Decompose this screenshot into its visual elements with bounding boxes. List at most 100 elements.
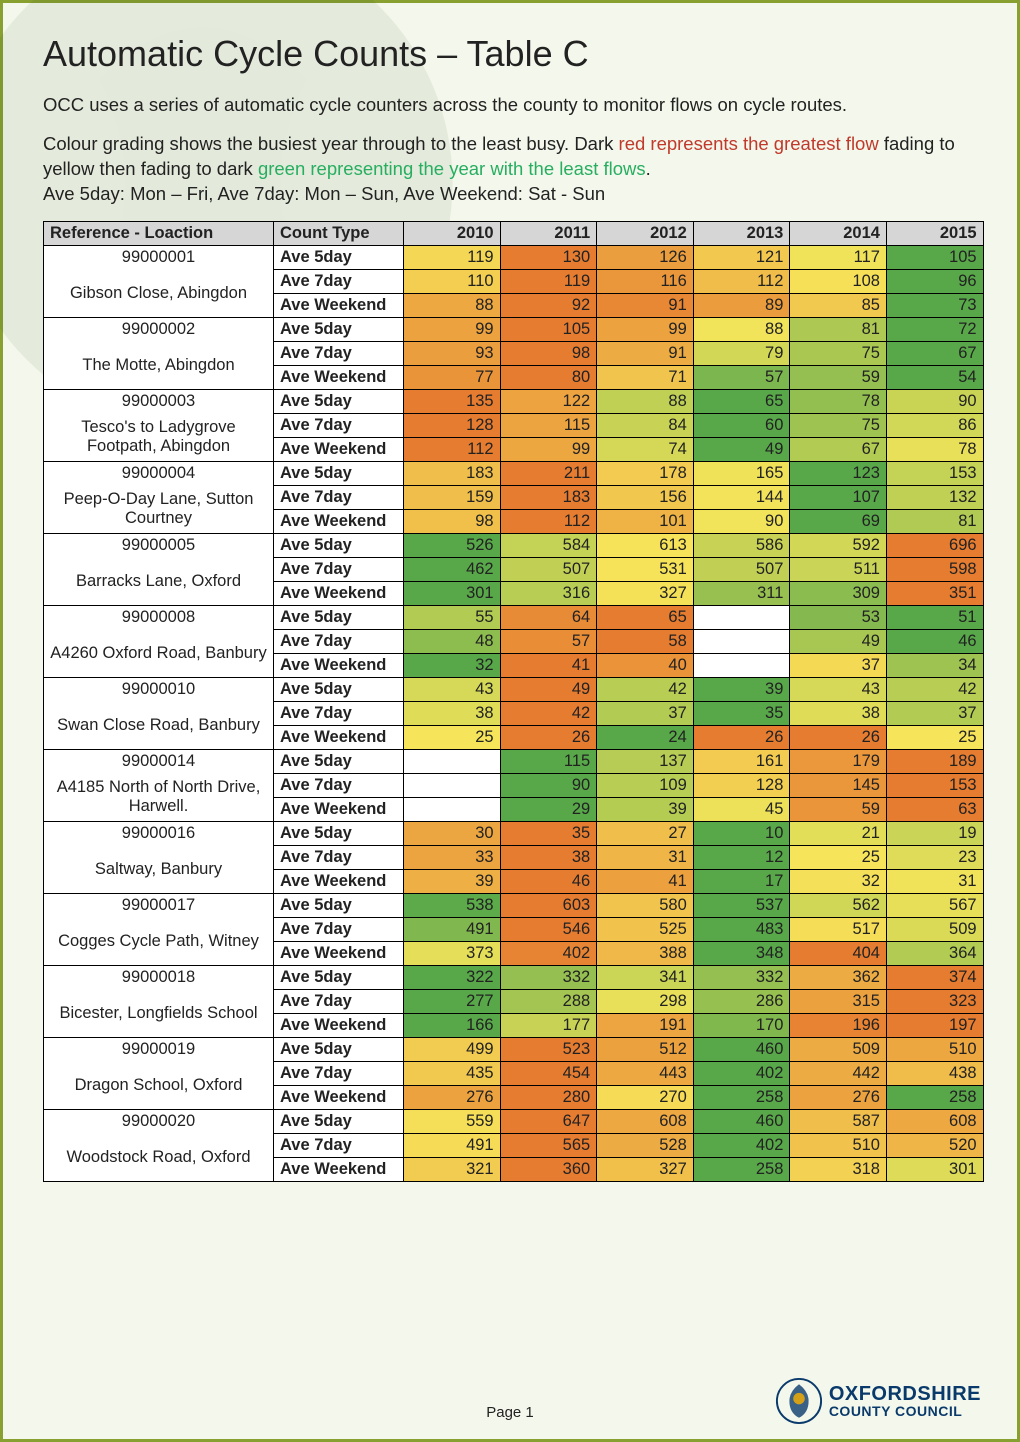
value-cell: 523 bbox=[500, 1037, 597, 1061]
value-cell: 115 bbox=[500, 749, 597, 773]
count-type: Ave Weekend bbox=[274, 1013, 404, 1037]
value-cell: 54 bbox=[886, 365, 983, 389]
value-cell: 327 bbox=[597, 1157, 694, 1181]
value-cell: 499 bbox=[404, 1037, 501, 1061]
count-type: Ave 7day bbox=[274, 1061, 404, 1085]
value-cell: 507 bbox=[693, 557, 790, 581]
ref-id: 99000001 bbox=[44, 245, 274, 269]
ref-name: Bicester, Longfields School bbox=[44, 989, 274, 1037]
th-2012: 2012 bbox=[597, 221, 694, 245]
value-cell: 511 bbox=[790, 557, 887, 581]
value-cell: 65 bbox=[597, 605, 694, 629]
value-cell: 99 bbox=[597, 317, 694, 341]
value-cell: 442 bbox=[790, 1061, 887, 1085]
value-cell: 321 bbox=[404, 1157, 501, 1181]
ref-id: 99000020 bbox=[44, 1109, 274, 1133]
count-type: Ave 5day bbox=[274, 677, 404, 701]
value-cell bbox=[693, 653, 790, 677]
value-cell: 26 bbox=[790, 725, 887, 749]
intro-paragraph-2: Colour grading shows the busiest year th… bbox=[43, 132, 977, 207]
ref-name: Swan Close Road, Banbury bbox=[44, 701, 274, 749]
count-type: Ave Weekend bbox=[274, 1157, 404, 1181]
value-cell: 137 bbox=[597, 749, 694, 773]
value-cell: 67 bbox=[886, 341, 983, 365]
count-type: Ave 7day bbox=[274, 485, 404, 509]
value-cell: 546 bbox=[500, 917, 597, 941]
value-cell: 438 bbox=[886, 1061, 983, 1085]
value-cell: 75 bbox=[790, 413, 887, 437]
value-cell: 108 bbox=[790, 269, 887, 293]
value-cell: 72 bbox=[886, 317, 983, 341]
value-cell: 81 bbox=[790, 317, 887, 341]
count-type: Ave Weekend bbox=[274, 653, 404, 677]
value-cell: 517 bbox=[790, 917, 887, 941]
value-cell: 276 bbox=[790, 1085, 887, 1109]
table-row: 99000017Ave 5day538603580537562567 bbox=[44, 893, 984, 917]
table-row: 99000008Ave 5day5564655351 bbox=[44, 605, 984, 629]
crest-icon bbox=[775, 1377, 823, 1425]
oxfordshire-logo: OXFORDSHIRE COUNTY COUNCIL bbox=[775, 1377, 981, 1425]
value-cell: 59 bbox=[790, 365, 887, 389]
count-type: Ave 7day bbox=[274, 269, 404, 293]
value-cell: 567 bbox=[886, 893, 983, 917]
value-cell: 79 bbox=[693, 341, 790, 365]
count-type: Ave Weekend bbox=[274, 293, 404, 317]
value-cell: 315 bbox=[790, 989, 887, 1013]
count-type: Ave 5day bbox=[274, 1109, 404, 1133]
ref-id: 99000018 bbox=[44, 965, 274, 989]
value-cell: 12 bbox=[693, 845, 790, 869]
value-cell: 153 bbox=[886, 773, 983, 797]
value-cell bbox=[404, 797, 501, 821]
value-cell: 49 bbox=[693, 437, 790, 461]
value-cell: 89 bbox=[693, 293, 790, 317]
count-type: Ave Weekend bbox=[274, 581, 404, 605]
th-2010: 2010 bbox=[404, 221, 501, 245]
table-row: Gibson Close, AbingdonAve 7day1101191161… bbox=[44, 269, 984, 293]
ref-name: Barracks Lane, Oxford bbox=[44, 557, 274, 605]
value-cell: 17 bbox=[693, 869, 790, 893]
ref-name: A4185 North of North Drive,Harwell. bbox=[44, 773, 274, 821]
value-cell: 510 bbox=[790, 1133, 887, 1157]
value-cell: 562 bbox=[790, 893, 887, 917]
value-cell: 93 bbox=[404, 341, 501, 365]
value-cell: 39 bbox=[404, 869, 501, 893]
ref-name: Dragon School, Oxford bbox=[44, 1061, 274, 1109]
count-type: Ave 5day bbox=[274, 245, 404, 269]
value-cell: 510 bbox=[886, 1037, 983, 1061]
value-cell: 98 bbox=[500, 341, 597, 365]
value-cell: 189 bbox=[886, 749, 983, 773]
count-type: Ave Weekend bbox=[274, 797, 404, 821]
value-cell: 23 bbox=[886, 845, 983, 869]
value-cell: 21 bbox=[790, 821, 887, 845]
value-cell: 460 bbox=[693, 1109, 790, 1133]
value-cell bbox=[404, 773, 501, 797]
value-cell: 109 bbox=[597, 773, 694, 797]
value-cell: 46 bbox=[886, 629, 983, 653]
table-row: 99000002Ave 5day9910599888172 bbox=[44, 317, 984, 341]
value-cell: 341 bbox=[597, 965, 694, 989]
value-cell: 38 bbox=[790, 701, 887, 725]
ref-name: Tesco's to LadygroveFootpath, Abingdon bbox=[44, 413, 274, 461]
logo-line-2: COUNTY COUNCIL bbox=[829, 1404, 981, 1418]
value-cell: 64 bbox=[500, 605, 597, 629]
value-cell: 170 bbox=[693, 1013, 790, 1037]
value-cell: 183 bbox=[404, 461, 501, 485]
value-cell: 55 bbox=[404, 605, 501, 629]
table-row: Bicester, Longfields SchoolAve 7day27728… bbox=[44, 989, 984, 1013]
value-cell: 598 bbox=[886, 557, 983, 581]
th-2013: 2013 bbox=[693, 221, 790, 245]
value-cell: 374 bbox=[886, 965, 983, 989]
value-cell: 462 bbox=[404, 557, 501, 581]
value-cell bbox=[693, 629, 790, 653]
table-header-row: Reference - Loaction Count Type 2010 201… bbox=[44, 221, 984, 245]
value-cell: 85 bbox=[790, 293, 887, 317]
value-cell: 26 bbox=[500, 725, 597, 749]
value-cell: 10 bbox=[693, 821, 790, 845]
value-cell: 286 bbox=[693, 989, 790, 1013]
value-cell: 110 bbox=[404, 269, 501, 293]
value-cell: 42 bbox=[500, 701, 597, 725]
table-row: 99000019Ave 5day499523512460509510 bbox=[44, 1037, 984, 1061]
value-cell bbox=[693, 605, 790, 629]
value-cell: 270 bbox=[597, 1085, 694, 1109]
value-cell: 37 bbox=[886, 701, 983, 725]
